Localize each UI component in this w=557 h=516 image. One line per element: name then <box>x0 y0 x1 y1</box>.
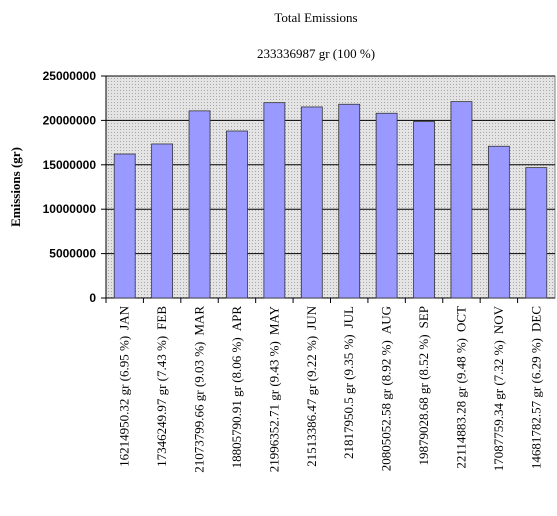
category-label: SEP <box>416 306 431 328</box>
bar <box>487 145 510 299</box>
bar <box>525 167 548 299</box>
value-label: 21817950.5 gr (9.35 %) <box>341 334 356 459</box>
x-tick-label: 17346249.97 gr (7.43 %) FEB <box>154 306 169 467</box>
y-tick-label: 0 <box>89 291 96 305</box>
value-label: 22114883.28 gr (9.48 %) <box>453 338 468 469</box>
category-label: AUG <box>379 306 394 334</box>
y-axis-label: Emissions (gr) <box>8 147 23 227</box>
x-tick-label: 14681782.57 gr (6.29 %) DEC <box>528 306 543 469</box>
value-label: 21513386.47 gr (9.22 %) <box>304 336 319 467</box>
bar <box>263 102 286 299</box>
x-tick-label: 21817950.5 gr (9.35 %) JUL <box>341 306 356 459</box>
category-label: OCT <box>453 306 468 332</box>
bar <box>188 110 211 299</box>
y-tick-label: 15000000 <box>43 158 97 172</box>
category-label: JUL <box>341 306 356 328</box>
x-tick-label: 22114883.28 gr (9.48 %) OCT <box>453 306 468 469</box>
category-label: MAR <box>192 306 207 336</box>
category-label: JUN <box>304 305 319 329</box>
y-tick-label: 10000000 <box>43 202 97 216</box>
category-label: DEC <box>528 306 543 332</box>
bar <box>300 106 323 299</box>
category-label: APR <box>229 306 244 332</box>
y-tick-label: 25000000 <box>43 69 97 83</box>
x-tick-label: 20805052.58 gr (8.92 %) AUG <box>379 306 394 471</box>
category-label: MAY <box>266 305 281 335</box>
y-tick-label: 5000000 <box>49 247 96 261</box>
chart-title: Total Emissions <box>274 10 357 25</box>
value-label: 19879028.68 gr (8.52 %) <box>416 334 431 465</box>
category-label: FEB <box>154 306 169 330</box>
x-tick-label: 17087759.34 gr (7.32 %) NOV <box>491 305 506 471</box>
bar <box>226 130 248 299</box>
bar <box>338 103 361 299</box>
value-label: 17346249.97 gr (7.43 %) <box>154 336 169 467</box>
plot-area <box>105 75 556 299</box>
bar <box>151 143 174 299</box>
bar <box>413 121 435 299</box>
value-label: 18805790.91 gr (8.06 %) <box>229 337 244 468</box>
y-tick-label: 20000000 <box>43 113 97 127</box>
value-label: 17087759.34 gr (7.32 %) <box>491 340 506 471</box>
bar <box>113 153 136 299</box>
x-tick-label: 21073799.66 gr (9.03 %) MAR <box>192 306 207 473</box>
x-tick-label: 16214950.32 gr (6.95 %) JAN <box>117 305 132 467</box>
value-label: 21073799.66 gr (9.03 %) <box>192 342 207 473</box>
bar <box>450 101 473 299</box>
value-label: 21996352.71 gr (9.43 %) <box>266 341 281 472</box>
category-label: NOV <box>491 305 506 334</box>
x-tick-label: 19879028.68 gr (8.52 %) SEP <box>416 306 431 465</box>
x-tick-label: 21513386.47 gr (9.22 %) JUN <box>304 305 319 467</box>
bar <box>375 112 398 299</box>
value-label: 20805052.58 gr (8.92 %) <box>379 340 394 471</box>
x-tick-label: 21996352.71 gr (9.43 %) MAY <box>266 305 281 472</box>
x-tick-label: 18805790.91 gr (8.06 %) APR <box>229 306 244 469</box>
value-label: 14681782.57 gr (6.29 %) <box>528 338 543 469</box>
value-label: 16214950.32 gr (6.95 %) <box>117 336 132 467</box>
chart-subtitle: 233336987 gr (100 %) <box>257 46 375 61</box>
category-label: JAN <box>117 305 132 329</box>
